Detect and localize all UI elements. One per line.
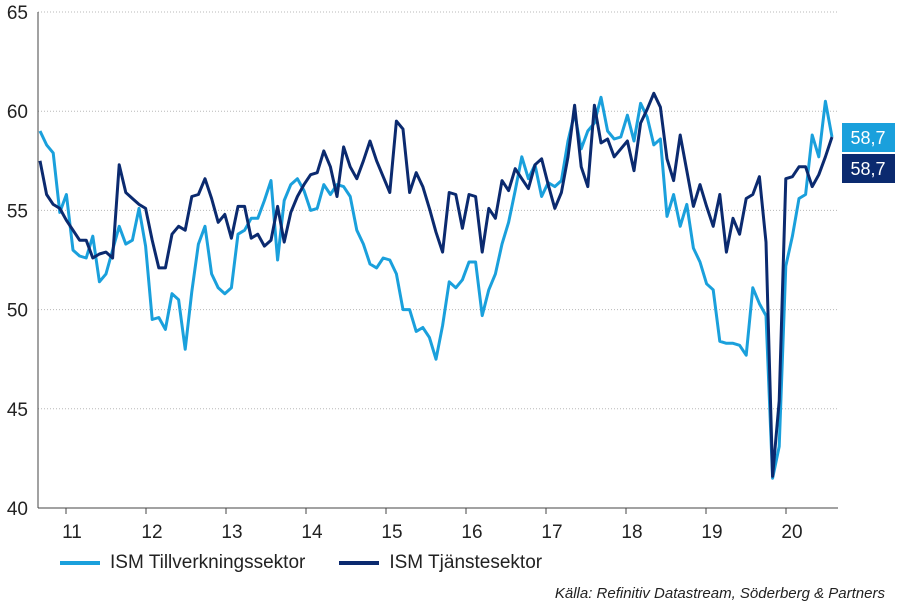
y-axis: 65 60 55 50 45 40 (7, 3, 39, 520)
end-label-box (842, 154, 895, 183)
legend: ISM Tillverkningssektor ISM Tjänstesekto… (60, 552, 576, 574)
series-line-manufacturing (38, 95, 834, 480)
x-tick-label: 12 (141, 522, 162, 543)
x-axis: 11 12 13 14 15 16 17 18 19 20 (38, 507, 838, 543)
x-tick-label: 17 (541, 522, 562, 543)
grid (38, 11, 838, 410)
legend-item-manufacturing: ISM Tillverkningssektor (60, 552, 305, 574)
y-tick-label: 40 (7, 499, 28, 520)
y-tick-label: 60 (7, 102, 28, 123)
end-label-services: 58,7 (842, 154, 895, 183)
legend-label-services: ISM Tjänstesektor (389, 552, 543, 573)
x-tick-label: 16 (461, 522, 482, 543)
y-tick-label: 50 (7, 301, 28, 322)
legend-item-services: ISM Tjänstesektor (339, 552, 542, 574)
end-label-manufacturing: 58,7 (842, 123, 895, 152)
source-note: Källa: Refinitiv Datastream, Söderberg &… (554, 585, 885, 602)
y-tick-label: 45 (7, 400, 28, 421)
x-tick-label: 11 (62, 522, 82, 543)
end-label-box (842, 123, 895, 152)
legend-swatch-manufacturing (60, 561, 100, 565)
end-labels: 58,7 58,7 (842, 123, 895, 183)
x-tick-label: 13 (221, 522, 242, 543)
y-tick-label: 65 (7, 3, 28, 24)
x-tick-label: 19 (701, 522, 722, 543)
x-tick-label: 15 (381, 522, 402, 543)
x-tick-label: 14 (301, 522, 323, 543)
end-label-text: 58,7 (850, 159, 885, 179)
legend-swatch-services (339, 561, 380, 565)
y-tick-label: 55 (7, 201, 28, 222)
legend-label-manufacturing: ISM Tillverkningssektor (110, 552, 306, 573)
series-lines (38, 91, 834, 480)
end-label-text: 58,7 (850, 128, 885, 148)
x-tick-label: 20 (781, 522, 802, 543)
series-line-services (38, 91, 834, 478)
x-tick-label: 18 (621, 522, 642, 543)
